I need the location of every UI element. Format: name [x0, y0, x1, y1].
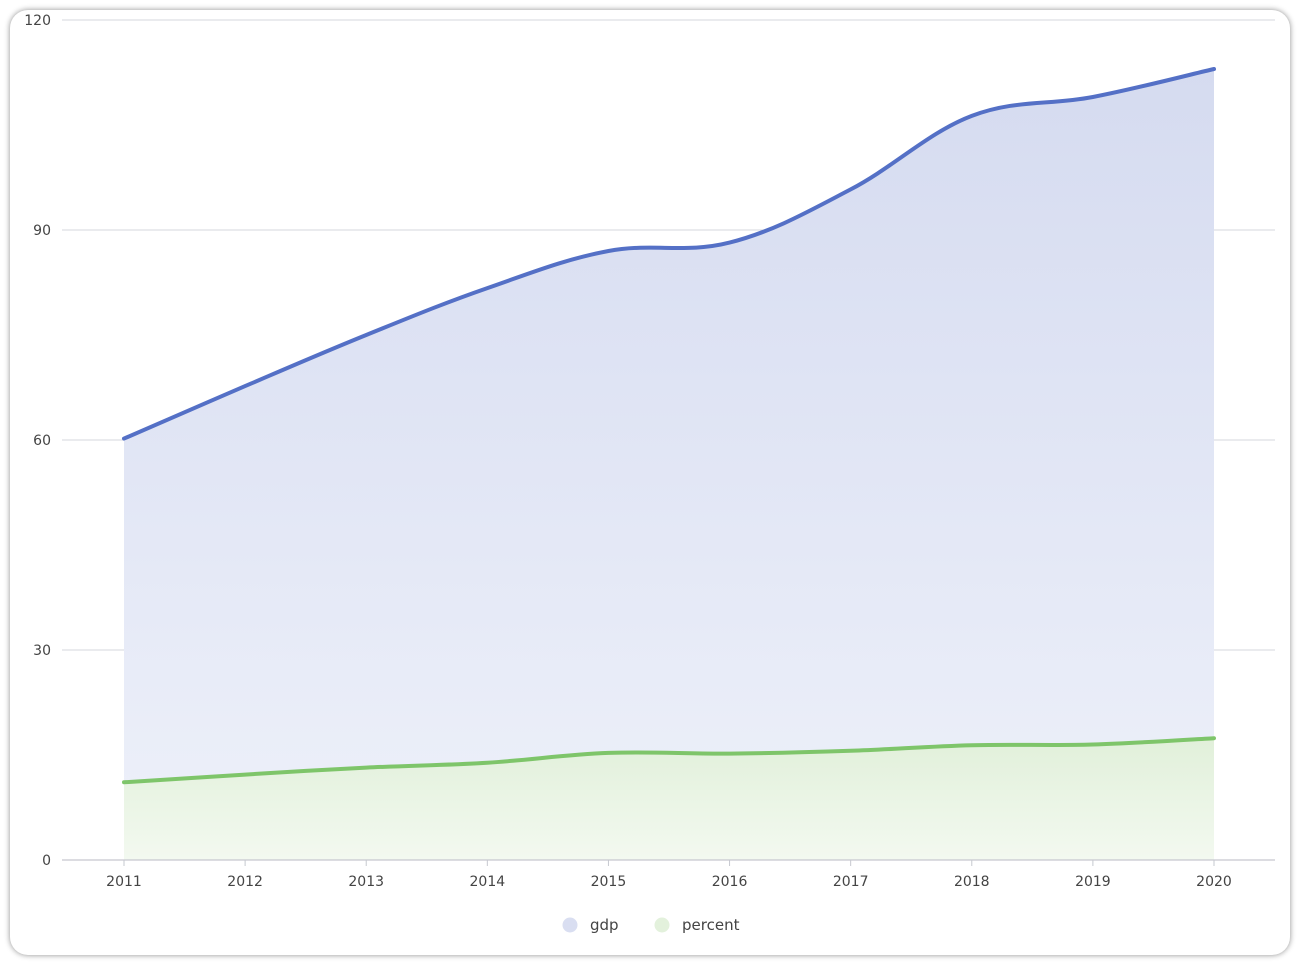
x-tick-label: 2016: [712, 874, 748, 890]
chart-card: 0 30 60 90 120 2011 2012 2013 2014 2015 2016 2017 20…: [10, 10, 1290, 955]
series-areas: [124, 69, 1214, 860]
y-tick-label: 30: [33, 643, 51, 659]
legend: gdp percent: [562, 916, 740, 934]
y-tick-label: 0: [42, 853, 51, 869]
data-point: [243, 773, 247, 777]
data-point: [1212, 67, 1216, 71]
series-line-percent: [122, 736, 1216, 785]
x-tick-label: 2017: [833, 874, 869, 890]
series-area-percent: [124, 738, 1214, 860]
data-point: [122, 780, 126, 784]
legend-marker: [562, 917, 578, 933]
x-tick-label: 2012: [227, 874, 263, 890]
data-point: [728, 752, 732, 756]
x-tick-label: 2020: [1196, 874, 1232, 890]
legend-item-percent: percent: [654, 916, 740, 934]
series-line-gdp: [122, 67, 1216, 441]
data-point: [849, 749, 853, 753]
data-point: [1091, 743, 1095, 747]
x-tick-label: 2011: [106, 874, 142, 890]
data-point: [849, 187, 853, 191]
data-point: [485, 286, 489, 290]
data-point: [243, 384, 247, 388]
data-point: [485, 761, 489, 765]
y-tick-label: 120: [24, 13, 51, 29]
data-point: [122, 437, 126, 441]
legend-label: percent: [682, 916, 740, 934]
series-lines: [122, 67, 1216, 785]
data-point: [364, 766, 368, 770]
data-point: [364, 333, 368, 337]
series-area-gdp: [124, 69, 1214, 860]
data-point: [606, 751, 610, 755]
x-tick-label: 2013: [348, 874, 384, 890]
y-tick-label: 90: [33, 223, 51, 239]
x-tick-label: 2014: [470, 874, 506, 890]
area-chart: 0 30 60 90 120 2011 2012 2013 2014 2015 2016 2017 20…: [24, 13, 1275, 934]
data-point: [970, 114, 974, 118]
legend-item-gdp: gdp: [562, 916, 619, 934]
data-point: [970, 743, 974, 747]
x-tick-label: 2018: [954, 874, 990, 890]
legend-label: gdp: [590, 916, 619, 934]
data-point: [728, 241, 732, 245]
data-point: [1212, 736, 1216, 740]
y-tick-label: 60: [33, 433, 51, 449]
data-point: [1091, 95, 1095, 99]
legend-marker: [654, 917, 670, 933]
x-tick-label: 2019: [1075, 874, 1111, 890]
x-tick-label: 2015: [591, 874, 627, 890]
data-point: [606, 249, 610, 253]
axes: 0 30 60 90 120 2011 2012 2013 2014 2015 2016 2017 20…: [24, 13, 1275, 890]
